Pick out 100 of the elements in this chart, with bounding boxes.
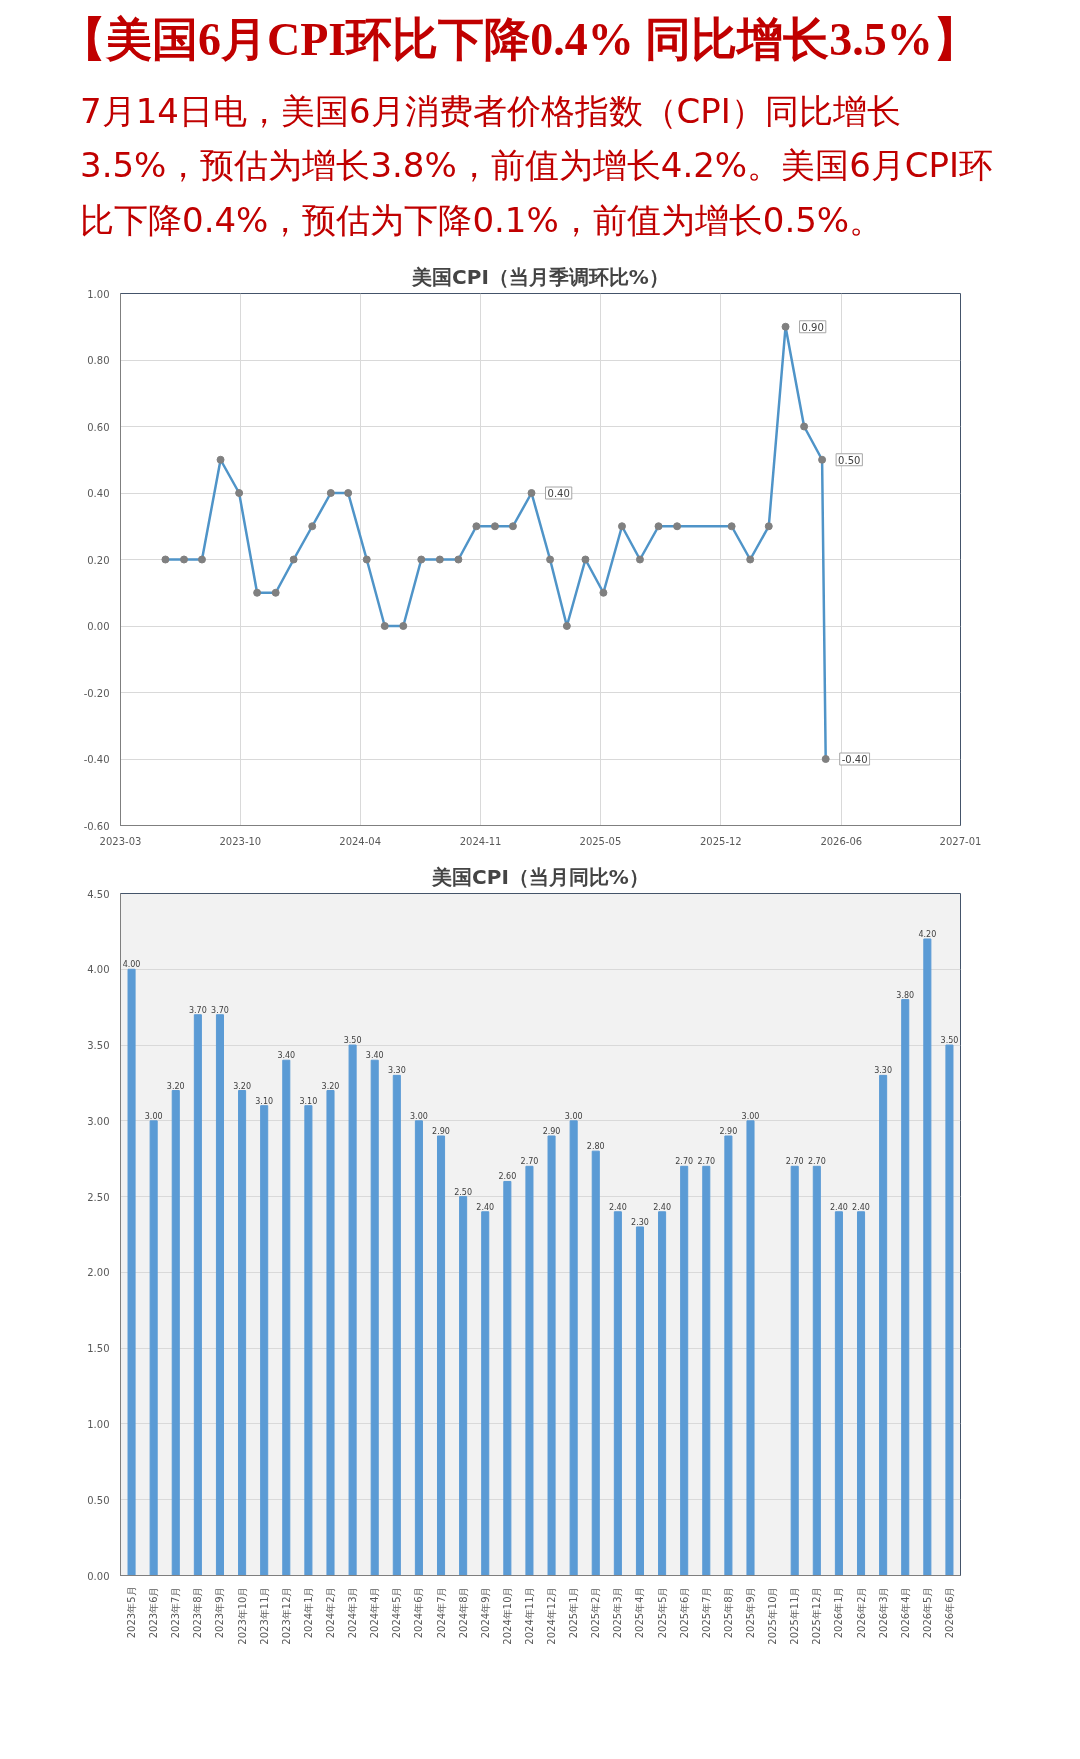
- data-label: 3.10: [299, 1096, 318, 1106]
- data-label: 3.00: [741, 1112, 760, 1122]
- bar: [436, 1135, 446, 1576]
- y-tick-label: 1.50: [87, 1343, 110, 1355]
- x-tick-label: 2026年2月: [855, 1586, 867, 1639]
- x-tick-label: 2025年10月: [767, 1586, 779, 1645]
- bar: [503, 1181, 512, 1576]
- bar: [392, 1075, 401, 1576]
- x-tick-label: 2024年2月: [325, 1586, 336, 1639]
- data-label: 3.00: [564, 1112, 583, 1122]
- data-label: 3.40: [277, 1051, 296, 1061]
- bar: [127, 968, 136, 1576]
- x-tick-label: 2023年9月: [214, 1586, 226, 1639]
- x-tick-label: 2025年4月: [634, 1586, 646, 1639]
- x-tick-label: 2025年3月: [612, 1586, 624, 1639]
- x-tick-label: 2024年10月: [501, 1586, 513, 1645]
- y-tick-label: 4.00: [87, 964, 110, 976]
- bar: [856, 1211, 866, 1576]
- data-label: 2.70: [520, 1157, 539, 1167]
- x-tick-label: 2024年11月: [523, 1586, 535, 1645]
- data-label: 4.00: [122, 960, 141, 970]
- y-tick-label: 3.50: [87, 1040, 110, 1052]
- data-label: 0.90: [801, 321, 824, 333]
- bar: [149, 1120, 158, 1576]
- data-label: 2.90: [432, 1127, 450, 1137]
- bar: [635, 1226, 645, 1576]
- bar: [171, 1090, 180, 1576]
- data-label: 3.50: [343, 1036, 362, 1046]
- x-tick-label: 2023年11月: [258, 1586, 270, 1645]
- x-tick-label: 2025年2月: [590, 1586, 602, 1639]
- x-tick-label: 2025年12月: [811, 1586, 823, 1645]
- y-tick-label: 0.60: [87, 421, 110, 433]
- bar: [238, 1090, 247, 1576]
- chart-title: 美国CPI（当月季调环比%）: [411, 264, 669, 289]
- data-label: 3.30: [874, 1066, 893, 1076]
- bar: [193, 1014, 202, 1576]
- y-tick-label: 0.00: [87, 621, 110, 633]
- bar: [414, 1120, 423, 1576]
- data-label: 2.40: [608, 1202, 627, 1212]
- x-tick-label: 2025年7月: [700, 1586, 712, 1639]
- bar: [547, 1135, 556, 1576]
- bar: [459, 1196, 468, 1576]
- y-tick-label: 0.20: [87, 554, 110, 566]
- bar: [812, 1165, 821, 1576]
- data-label: 0.50: [838, 454, 861, 466]
- y-tick-label: -0.40: [83, 754, 110, 766]
- data-label: 2.40: [852, 1202, 870, 1212]
- x-tick-label: 2026年3月: [877, 1586, 889, 1639]
- bar: [591, 1150, 600, 1576]
- bar: [790, 1165, 799, 1576]
- y-tick-label: 2.50: [87, 1191, 110, 1203]
- bar: [370, 1059, 379, 1576]
- bar: [724, 1135, 733, 1576]
- data-label: 3.40: [365, 1051, 384, 1061]
- bar: [746, 1120, 755, 1576]
- x-tick-label: 2025-05: [579, 835, 622, 847]
- x-tick-label: 2025年5月: [656, 1586, 668, 1639]
- y-tick-label: 4.50: [87, 888, 110, 900]
- data-label: 3.80: [896, 990, 915, 1000]
- data-label: 3.50: [940, 1036, 959, 1046]
- data-label: -0.40: [841, 754, 868, 766]
- bar: [326, 1090, 335, 1576]
- x-tick-label: 2024年8月: [457, 1586, 469, 1639]
- y-tick-label: 0.80: [87, 355, 110, 367]
- data-label: 2.70: [675, 1157, 694, 1167]
- data-label: 3.00: [144, 1112, 163, 1122]
- data-label: 4.20: [918, 930, 937, 940]
- x-tick-label: 2025-12: [699, 835, 742, 847]
- data-label: 2.70: [697, 1157, 716, 1167]
- x-tick-label: 2024年7月: [435, 1586, 447, 1639]
- data-label: 3.20: [321, 1081, 340, 1091]
- x-tick-label: 2023年10月: [236, 1586, 248, 1645]
- y-tick-label: 3.00: [87, 1116, 110, 1128]
- y-tick-label: 0.40: [87, 488, 110, 500]
- data-label: 2.50: [454, 1187, 473, 1197]
- bar: [215, 1014, 225, 1576]
- x-tick-label: 2025年11月: [789, 1586, 801, 1645]
- data-label: 3.70: [211, 1005, 229, 1015]
- x-tick-label: 2024年12月: [546, 1586, 558, 1645]
- data-label: 3.10: [255, 1096, 274, 1106]
- y-tick-label: 0.50: [87, 1494, 110, 1506]
- data-label: 2.40: [653, 1202, 671, 1212]
- x-tick-label: 2023年12月: [280, 1586, 292, 1645]
- data-label: 2.40: [476, 1202, 495, 1212]
- bar: [945, 1044, 954, 1576]
- x-tick-label: 2023年8月: [192, 1586, 204, 1639]
- bar: [348, 1044, 357, 1576]
- x-tick-label: 2023年7月: [170, 1586, 182, 1639]
- data-label: 2.70: [807, 1157, 826, 1167]
- bar: [525, 1165, 534, 1576]
- y-tick-label: -0.20: [83, 687, 110, 699]
- x-tick-label: 2025年9月: [745, 1586, 756, 1639]
- x-tick-label: 2026年5月: [921, 1586, 933, 1639]
- x-tick-label: 2024年6月: [413, 1586, 425, 1639]
- x-tick-label: 2024年9月: [479, 1586, 491, 1639]
- data-label: 2.90: [542, 1127, 561, 1137]
- bar: [569, 1120, 578, 1576]
- bar: [680, 1165, 689, 1576]
- y-tick-label: 1.00: [87, 288, 110, 300]
- data-label: 3.20: [166, 1081, 185, 1091]
